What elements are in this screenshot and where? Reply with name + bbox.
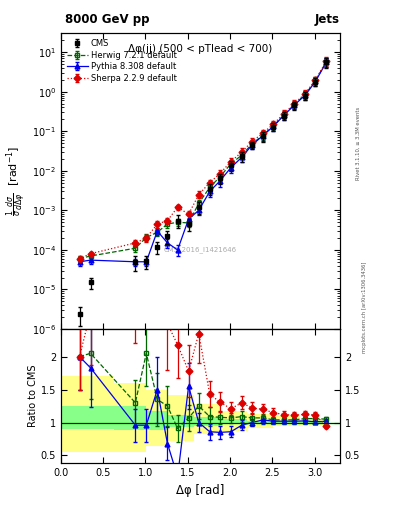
Text: CMS_2016_I1421646: CMS_2016_I1421646 — [164, 246, 237, 252]
Text: 8000 GeV pp: 8000 GeV pp — [65, 13, 149, 26]
Legend: CMS, Herwig 7.2.1 default, Pythia 8.308 default, Sherpa 2.2.9 default: CMS, Herwig 7.2.1 default, Pythia 8.308 … — [65, 37, 178, 84]
Text: Rivet 3.1.10, ≥ 3.3M events: Rivet 3.1.10, ≥ 3.3M events — [356, 106, 361, 180]
Text: Jets: Jets — [314, 13, 339, 26]
Text: mcplots.cern.ch [arXiv:1306.3436]: mcplots.cern.ch [arXiv:1306.3436] — [362, 262, 367, 353]
Y-axis label: Ratio to CMS: Ratio to CMS — [28, 365, 38, 428]
Text: Δφ(jj) (500 < pTlead < 700): Δφ(jj) (500 < pTlead < 700) — [128, 44, 273, 54]
Y-axis label: $\frac{1}{\sigma}\frac{d\sigma}{d\Delta\varphi}$  [rad$^{-1}$]: $\frac{1}{\sigma}\frac{d\sigma}{d\Delta\… — [5, 146, 29, 216]
X-axis label: Δφ [rad]: Δφ [rad] — [176, 484, 225, 497]
